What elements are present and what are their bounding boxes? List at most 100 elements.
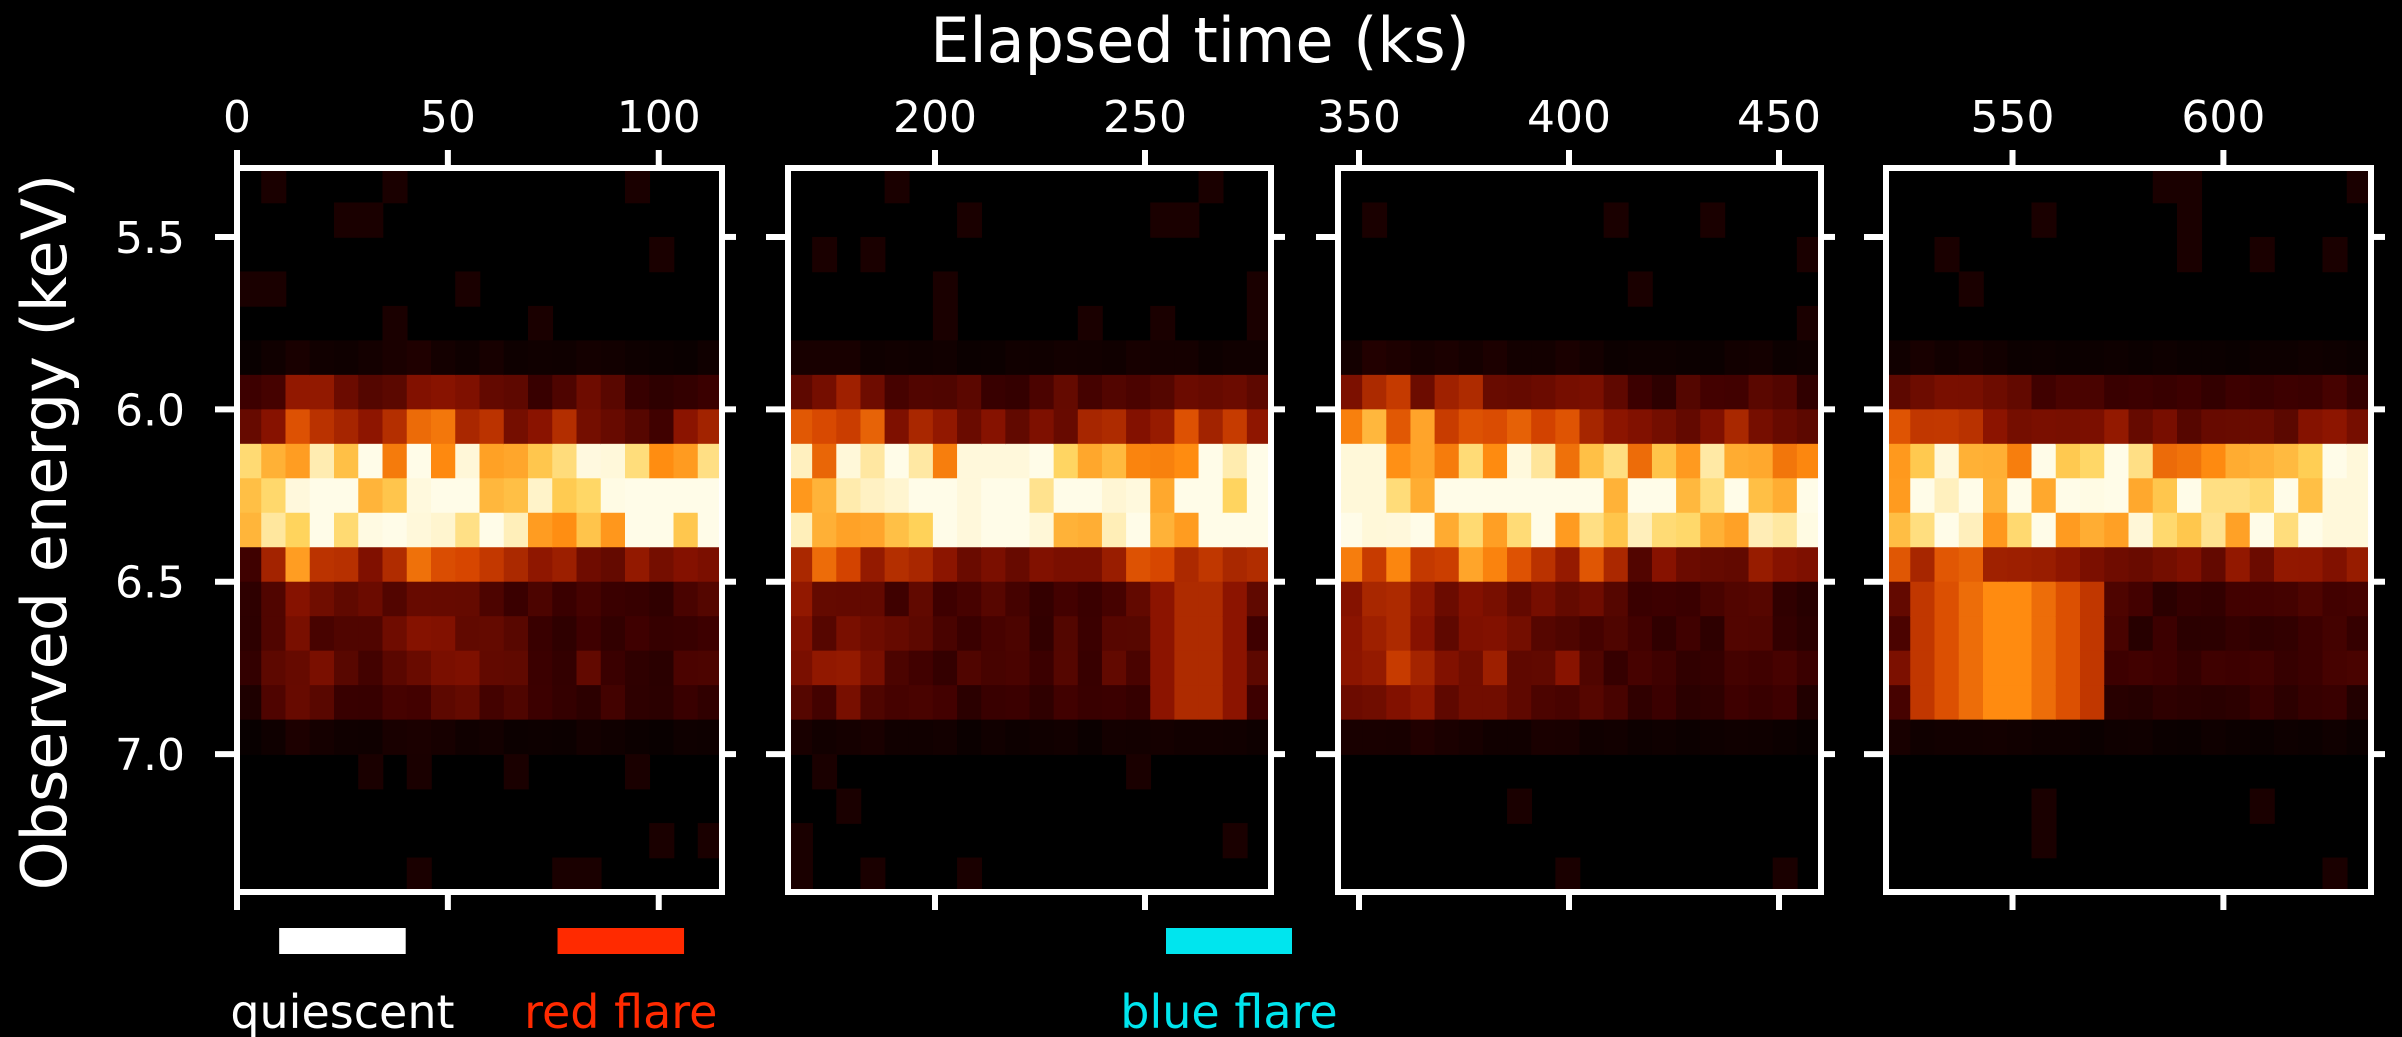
heatmap-cell: [552, 478, 578, 514]
heatmap-cell: [285, 719, 311, 755]
heatmap-cell: [1958, 616, 1984, 652]
heatmap-cell: [1651, 685, 1677, 721]
heatmap-cell: [2322, 719, 2348, 755]
heatmap-cell: [1555, 650, 1581, 686]
heatmap-cell: [1700, 719, 1726, 755]
heatmap-cell: [1482, 719, 1508, 755]
heatmap-cell: [812, 650, 838, 686]
heatmap-cell: [2007, 685, 2033, 721]
heatmap-cell: [1531, 409, 1557, 445]
heatmap-cell: [2274, 443, 2300, 480]
heatmap-cell: [1748, 340, 1774, 376]
interval-label: blue flare: [1120, 985, 1337, 1037]
heatmap-cell: [2177, 478, 2203, 514]
heatmap-cell: [697, 547, 722, 583]
heatmap-cell: [1555, 719, 1581, 755]
heatmap-cell: [2128, 685, 2154, 721]
heatmap-cell: [382, 443, 408, 480]
heatmap-cell: [812, 478, 838, 514]
heatmap-cell: [1910, 581, 1936, 617]
heatmap-cell: [528, 685, 554, 721]
heatmap-cell: [1507, 340, 1532, 376]
heatmap-cell: [2007, 616, 2033, 652]
heatmap-cell: [1910, 719, 1936, 755]
heatmap-cell: [884, 547, 910, 583]
heatmap-cell: [1700, 616, 1726, 652]
heatmap-cell: [2177, 650, 2203, 686]
heatmap-cell: [1150, 340, 1176, 376]
heatmap-cell: [1005, 650, 1031, 686]
x-tick-label: 200: [893, 92, 977, 143]
heatmap-cell: [2274, 719, 2300, 755]
heatmap-cell: [2249, 547, 2275, 583]
heatmap-cell: [1627, 616, 1653, 652]
heatmap-cell: [2104, 616, 2130, 652]
heatmap-cell: [358, 685, 384, 721]
heatmap-cell: [1077, 374, 1103, 411]
heatmap-cell: [1126, 719, 1152, 755]
heatmap-cell: [860, 236, 886, 273]
heatmap-cell: [788, 512, 813, 549]
heatmap-cell: [2055, 616, 2081, 652]
heatmap-cell: [860, 650, 886, 686]
heatmap-cell: [908, 719, 934, 755]
heatmap-cell: [2177, 685, 2203, 721]
heatmap-cell: [649, 581, 675, 617]
heatmap-cell: [1748, 409, 1774, 445]
heatmap-cell: [1005, 581, 1031, 617]
heatmap-cell: [528, 443, 554, 480]
heatmap-cell: [2274, 512, 2300, 549]
heatmap-cell: [1748, 374, 1774, 411]
heatmap-cell: [406, 512, 432, 549]
heatmap-cell: [1386, 616, 1412, 652]
heatmap-cell: [2104, 547, 2130, 583]
heatmap-cell: [788, 340, 813, 376]
heatmap-cell: [406, 650, 432, 686]
heatmap-cell: [957, 340, 982, 376]
x-tick-label: 350: [1317, 92, 1401, 143]
heatmap-cell: [2249, 788, 2275, 824]
heatmap-cell: [649, 443, 675, 480]
heatmap-cell: [1724, 581, 1750, 617]
heatmap-cell: [812, 719, 838, 755]
heatmap-cell: [908, 409, 934, 445]
heatmap-cell: [812, 754, 838, 790]
heatmap-cell: [2152, 616, 2178, 652]
heatmap-cell: [1174, 340, 1200, 376]
heatmap-cell: [1603, 547, 1629, 583]
heatmap-cell: [1150, 202, 1176, 238]
heatmap-cell: [1222, 650, 1248, 686]
heatmap-cell: [552, 374, 578, 411]
heatmap-cell: [382, 409, 408, 445]
heatmap-cell: [2031, 719, 2057, 755]
heatmap-cell: [1053, 650, 1079, 686]
heatmap-cell: [1198, 581, 1224, 617]
heatmap-cell: [1983, 650, 2009, 686]
heatmap-cell: [2322, 616, 2348, 652]
heatmap-cell: [2249, 650, 2275, 686]
interval-label: red flare: [524, 985, 717, 1037]
heatmap-cell: [1053, 409, 1079, 445]
heatmap-cell: [1029, 719, 1055, 755]
heatmap-cell: [2274, 478, 2300, 514]
heatmap-cell: [455, 581, 481, 617]
heatmap-cell: [2346, 443, 2371, 480]
heatmap-cell: [673, 478, 699, 514]
heatmap-cell: [1934, 478, 1960, 514]
heatmap-cell: [382, 512, 408, 549]
heatmap-cell: [1338, 719, 1363, 755]
heatmap-cell: [552, 685, 578, 721]
heatmap-cell: [2104, 340, 2130, 376]
heatmap-cell: [1029, 581, 1055, 617]
panel-frame: [785, 165, 1274, 895]
heatmap-cell: [932, 305, 958, 342]
heatmap-cell: [1934, 547, 1960, 583]
heatmap-cell: [2055, 547, 2081, 583]
heatmap-cell: [1482, 616, 1508, 652]
heatmap-cell: [1910, 616, 1936, 652]
heatmap-cell: [788, 374, 813, 411]
heatmap-cell: [1507, 685, 1532, 721]
heatmap-cell: [1410, 409, 1436, 445]
heatmap-cell: [1531, 547, 1557, 583]
heatmap-cell: [1386, 443, 1412, 480]
